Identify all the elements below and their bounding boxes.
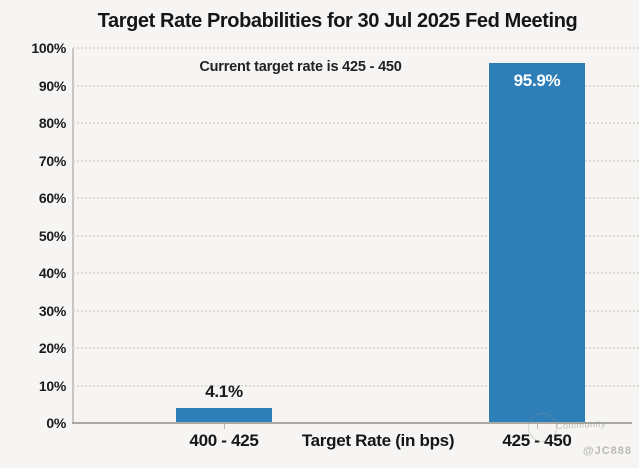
watermark-logo-circle <box>528 413 557 442</box>
bar <box>489 63 585 423</box>
watermark-handle-text: @JC888 <box>582 445 632 457</box>
x-axis-tick <box>224 424 225 429</box>
y-tick-label: 0% <box>46 415 66 431</box>
y-tick-label: 10% <box>38 377 66 394</box>
bar <box>176 407 272 423</box>
chart-subtitle: Current target rate is 425 - 450 <box>199 59 402 75</box>
gridline <box>73 347 639 349</box>
y-tick-label: 100% <box>31 40 66 56</box>
chart-title: Target Rate Probabilities for 30 Jul 202… <box>97 10 578 32</box>
gridline <box>73 122 639 124</box>
y-tick-label: 60% <box>38 190 66 206</box>
y-tick-label: 30% <box>38 302 66 319</box>
y-tick-label: 80% <box>38 115 66 131</box>
gridline <box>73 384 639 387</box>
x-category-label: 400 - 425 <box>189 431 259 450</box>
x-axis-line <box>72 422 632 424</box>
y-tick-label: 50% <box>38 227 66 244</box>
y-tick-label: 40% <box>38 265 66 281</box>
gridline <box>73 234 639 237</box>
gridline <box>73 47 639 49</box>
gridline <box>73 309 639 312</box>
gridline <box>73 272 639 274</box>
bar-value-label: 4.1% <box>205 381 243 401</box>
x-axis-title: Target Rate (in bps) <box>301 431 455 450</box>
gridline <box>73 84 639 87</box>
bar-value-label: 95.9% <box>513 71 561 91</box>
y-tick-label: 90% <box>38 77 66 94</box>
gridline <box>73 159 639 162</box>
gridline <box>73 197 639 199</box>
y-tick-label: 20% <box>38 340 66 356</box>
y-tick-label: 70% <box>38 152 66 169</box>
